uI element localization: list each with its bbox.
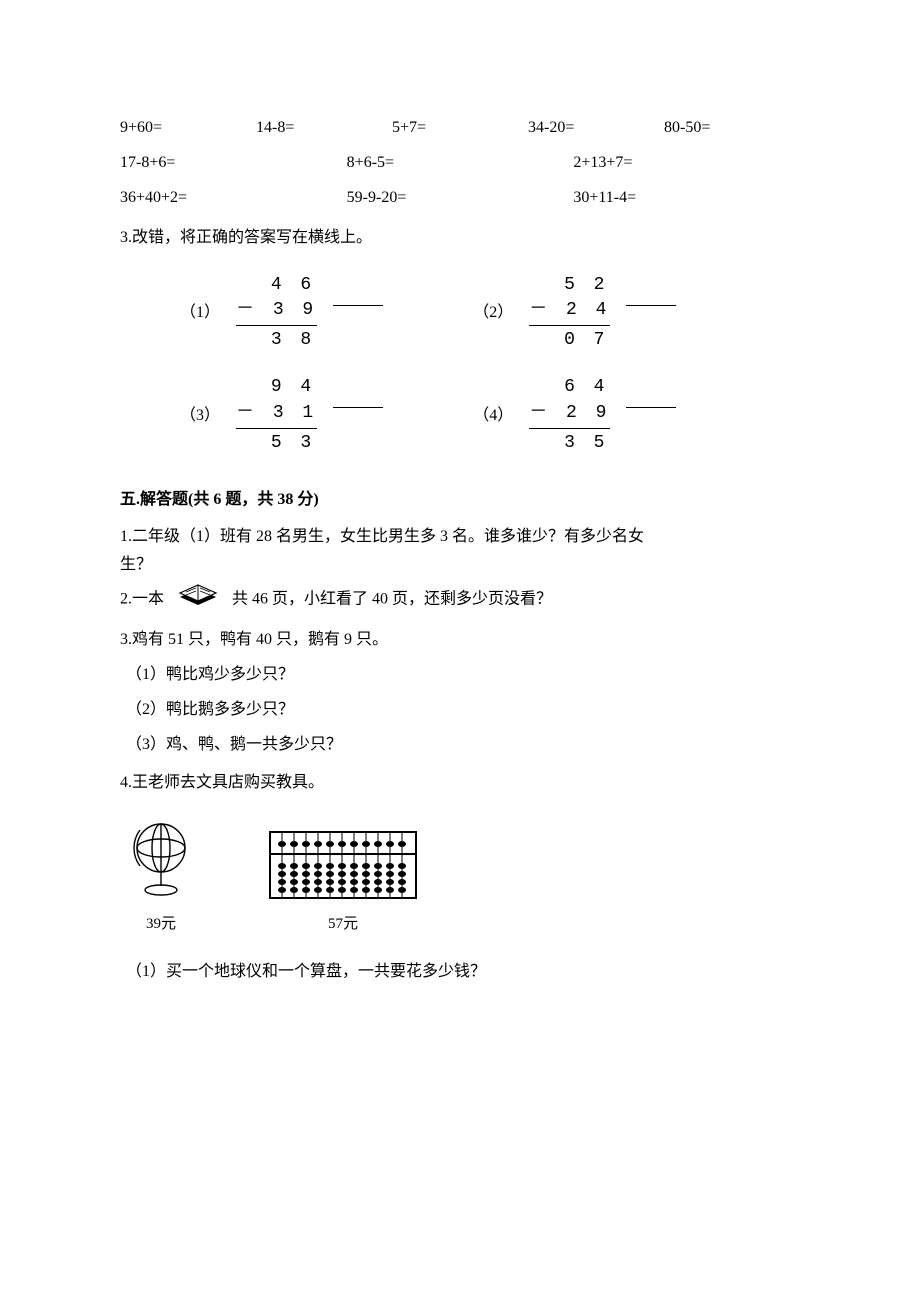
- result: 0 7: [529, 325, 610, 353]
- subtrahend: － 2 4: [529, 298, 610, 323]
- arith-row-2: 17-8+6= 8+6-5= 2+13+7=: [120, 145, 800, 180]
- vstack-index: （1）: [180, 295, 220, 330]
- expr: 2+13+7=: [573, 145, 800, 180]
- word-q2-b: 共 46 页，小红看了 40 页，还剩多少页没看？: [232, 590, 552, 607]
- vstack-col: 6 4 － 2 9 3 5: [529, 375, 610, 456]
- expr: 30+11-4=: [573, 180, 800, 215]
- subtrahend: － 2 9: [529, 401, 610, 426]
- expr: 36+40+2=: [120, 180, 347, 215]
- vstack-4: （4） 6 4 － 2 9 3 5: [473, 375, 676, 456]
- vstack-index: （3）: [180, 398, 220, 433]
- answer-blank: [333, 407, 383, 408]
- result: 5 3: [236, 428, 317, 456]
- vstack-index: （2）: [473, 295, 513, 330]
- book-icon: [174, 579, 222, 620]
- word-q2-a: 2.一本: [120, 590, 164, 607]
- expr: 80-50=: [664, 110, 800, 145]
- section-5-title: 五.解答题(共 6 题，共 38 分): [120, 482, 800, 517]
- word-q1-line1: 1.二年级（1）班有 28 名男生，女生比男生多 3 名。谁多谁少？有多少名女: [120, 519, 800, 554]
- vstack-col: 4 6 － 3 9 3 8: [236, 273, 317, 354]
- expr: 59-9-20=: [347, 180, 574, 215]
- minuend: 4 6: [236, 273, 317, 298]
- shop-abacus: 57元: [268, 830, 418, 936]
- globe-price: 39元: [146, 912, 176, 936]
- arith-row-1: 9+60= 14-8= 5+7= 34-20= 80-50=: [120, 110, 800, 145]
- word-q3: 3.鸡有 51 只，鸭有 40 只，鹅有 9 只。: [120, 622, 800, 657]
- expr: 9+60=: [120, 110, 256, 145]
- vstack-col: 5 2 － 2 4 0 7: [529, 273, 610, 354]
- answer-blank: [333, 305, 383, 306]
- arith-row-3: 36+40+2= 59-9-20= 30+11-4=: [120, 180, 800, 215]
- subtrahend: － 3 1: [236, 401, 317, 426]
- vstack-index: （4）: [473, 398, 513, 433]
- word-q3-3: （3）鸡、鸭、鹅一共多少只？: [120, 727, 800, 762]
- subtrahend: － 3 9: [236, 298, 317, 323]
- minuend: 9 4: [236, 375, 317, 400]
- page: 9+60= 14-8= 5+7= 34-20= 80-50= 17-8+6= 8…: [0, 0, 920, 1302]
- word-q4-1: （1）买一个地球仪和一个算盘，一共要花多少钱？: [120, 954, 800, 989]
- q3-title: 3.改错，将正确的答案写在横线上。: [120, 220, 800, 255]
- minuend: 5 2: [529, 273, 610, 298]
- word-q3-2: （2）鸭比鹅多多少只？: [120, 692, 800, 727]
- word-q3-1: （1）鸭比鸡少多少只？: [120, 657, 800, 692]
- abacus-icon: [268, 830, 418, 908]
- shop-row: 39元: [124, 814, 800, 936]
- vstack-2: （2） 5 2 － 2 4 0 7: [473, 273, 676, 354]
- word-q2: 2.一本 共 46 页，小红看了 40 页，还剩多少页没看？: [120, 579, 800, 620]
- expr: 8+6-5=: [347, 145, 574, 180]
- vstack-row-1: （1） 4 6 － 3 9 3 8 （2） 5 2 － 2 4 0 7: [180, 273, 800, 354]
- result: 3 5: [529, 428, 610, 456]
- vstack-col: 9 4 － 3 1 5 3: [236, 375, 317, 456]
- vstack-1: （1） 4 6 － 3 9 3 8: [180, 273, 383, 354]
- abacus-price: 57元: [328, 912, 358, 936]
- minuend: 6 4: [529, 375, 610, 400]
- shop-globe: 39元: [124, 814, 198, 936]
- answer-blank: [626, 305, 676, 306]
- answer-blank: [626, 407, 676, 408]
- vstack-3: （3） 9 4 － 3 1 5 3: [180, 375, 383, 456]
- globe-icon: [124, 814, 198, 908]
- expr: 34-20=: [528, 110, 664, 145]
- result: 3 8: [236, 325, 317, 353]
- expr: 17-8+6=: [120, 145, 347, 180]
- word-q4: 4.王老师去文具店购买教具。: [120, 765, 800, 800]
- vstack-row-2: （3） 9 4 － 3 1 5 3 （4） 6 4 － 2 9 3 5: [180, 375, 800, 456]
- word-q1-line2: 生？: [120, 554, 800, 576]
- expr: 5+7=: [392, 110, 528, 145]
- expr: 14-8=: [256, 110, 392, 145]
